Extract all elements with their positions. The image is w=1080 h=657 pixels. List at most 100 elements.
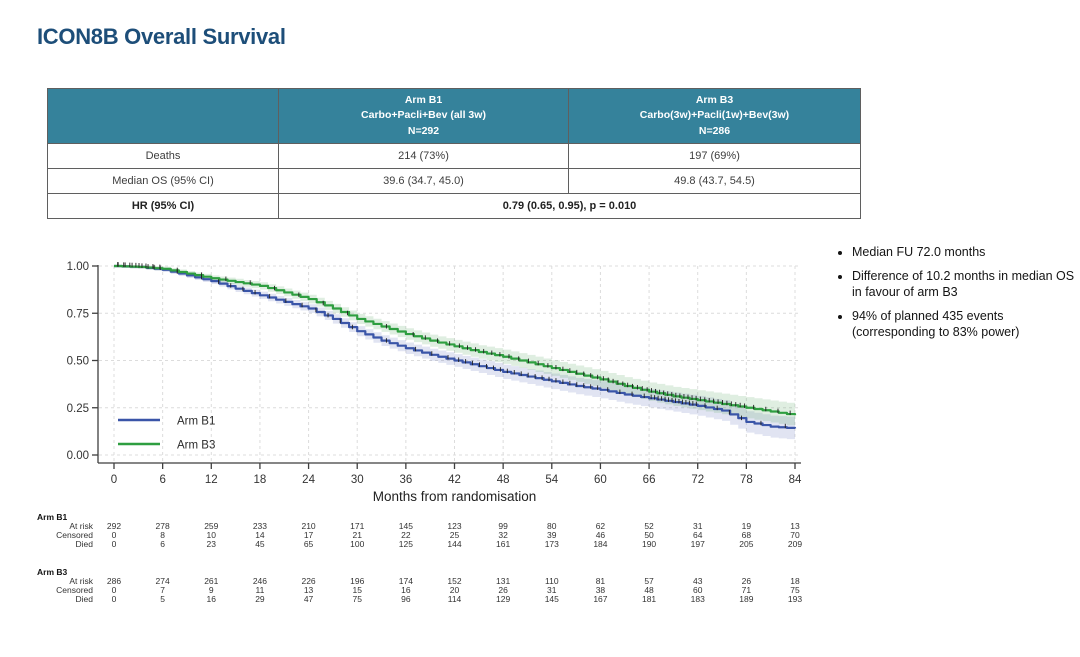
deaths-arm-b3: 197 (69%) [568, 143, 861, 169]
risk-value: 18 [790, 576, 800, 586]
table-row-hazard-ratio: HR (95% CI) 0.79 (0.65, 0.95), p = 0.010 [47, 193, 861, 219]
deaths-arm-b1: 214 (73%) [278, 143, 569, 169]
risk-group-name: Arm B1 [37, 512, 68, 522]
risk-value: 47 [304, 594, 314, 604]
risk-value: 189 [739, 594, 753, 604]
median-os-arm-b3: 49.8 (43.7, 54.5) [568, 168, 861, 194]
x-tick-label: 18 [254, 474, 267, 486]
risk-value: 161 [496, 539, 510, 549]
risk-value: 183 [691, 594, 705, 604]
risk-value: 13 [304, 585, 314, 595]
risk-value: 205 [739, 539, 753, 549]
row-label-deaths: Deaths [47, 143, 279, 169]
risk-value: 96 [401, 594, 411, 604]
x-tick-label: 6 [159, 474, 165, 486]
risk-value: 52 [644, 521, 654, 531]
risk-value: 14 [255, 530, 265, 540]
table-row-median-os: Median OS (95% CI) 39.6 (34.7, 45.0) 49.… [47, 168, 861, 194]
risk-value: 62 [596, 521, 606, 531]
risk-value: 10 [207, 530, 217, 540]
risk-value: 75 [790, 585, 800, 595]
risk-value: 226 [301, 576, 315, 586]
x-tick-label: 66 [643, 474, 656, 486]
key-points-list: Median FU 72.0 months Difference of 10.2… [836, 244, 1077, 348]
risk-value: 99 [498, 521, 508, 531]
risk-value: 259 [204, 521, 218, 531]
risk-value: 31 [547, 585, 557, 595]
km-curve-arm-b1 [114, 264, 797, 430]
y-tick-label: 1.00 [67, 261, 89, 273]
risk-value: 197 [691, 539, 705, 549]
risk-value: 114 [448, 594, 462, 604]
risk-value: 57 [644, 576, 654, 586]
x-tick-label: 12 [205, 474, 218, 486]
risk-value: 210 [301, 521, 315, 531]
risk-value: 45 [255, 539, 265, 549]
risk-value: 7 [160, 585, 165, 595]
summary-table: Arm B1 Carbo+Pacli+Bev (all 3w) N=292 Ar… [47, 88, 861, 219]
x-tick-label: 54 [545, 474, 558, 486]
risk-value: 9 [209, 585, 214, 595]
risk-value: 145 [399, 521, 413, 531]
risk-value: 278 [156, 521, 170, 531]
km-chart: 0.00 0.25 0.50 0.75 1.00 0 6 12 18 24 30 36 42 48 54 60… [67, 261, 802, 504]
risk-value: 80 [547, 521, 557, 531]
ci-band-arm-b1 [114, 265, 795, 440]
x-tick-label: 36 [399, 474, 412, 486]
risk-value: 16 [207, 594, 217, 604]
risk-value: 15 [352, 585, 362, 595]
hr-value: 0.79 (0.65, 0.95), p = 0.010 [278, 193, 861, 219]
risk-value: 274 [156, 576, 170, 586]
x-tick-label: 60 [594, 474, 607, 486]
risk-value: 125 [399, 539, 413, 549]
risk-row-label: Died [76, 594, 94, 604]
risk-value: 174 [399, 576, 413, 586]
risk-row-label: Died [76, 539, 94, 549]
legend-label-arm-b1: Arm B1 [177, 416, 215, 428]
risk-value: 50 [644, 530, 654, 540]
risk-value: 110 [545, 576, 559, 586]
row-label-median-os: Median OS (95% CI) [47, 168, 279, 194]
risk-value: 31 [693, 521, 703, 531]
x-tick-label: 42 [448, 474, 461, 486]
y-tick-label: 0.00 [67, 450, 89, 462]
median-os-arm-b1: 39.6 (34.7, 45.0) [278, 168, 569, 194]
summary-header-arm-b3: Arm B3 Carbo(3w)+Pacli(1w)+Bev(3w) N=286 [568, 88, 861, 144]
risk-value: 22 [401, 530, 411, 540]
risk-value: 26 [498, 585, 508, 595]
x-axis-title: Months from randomisation [373, 489, 537, 504]
risk-value: 19 [742, 521, 752, 531]
risk-row-label: At risk [69, 576, 93, 586]
x-tick-label: 72 [691, 474, 704, 486]
risk-value: 181 [642, 594, 656, 604]
risk-value: 144 [447, 539, 461, 549]
risk-value: 100 [350, 539, 364, 549]
risk-value: 190 [642, 539, 656, 549]
risk-row-label: Censored [56, 530, 93, 540]
risk-value: 184 [593, 539, 607, 549]
km-curve-arm-b3 [114, 264, 797, 416]
risk-value: 23 [207, 539, 217, 549]
risk-value: 11 [256, 585, 265, 595]
x-tick-label: 24 [302, 474, 315, 486]
risk-value: 38 [596, 585, 606, 595]
x-tick-label: 30 [351, 474, 364, 486]
risk-value: 193 [788, 594, 802, 604]
risk-value: 167 [593, 594, 607, 604]
risk-value: 292 [107, 521, 121, 531]
risk-value: 26 [742, 576, 752, 586]
x-tick-label: 0 [111, 474, 117, 486]
risk-value: 129 [496, 594, 510, 604]
risk-value: 60 [693, 585, 703, 595]
risk-value: 6 [160, 539, 165, 549]
risk-value: 71 [742, 585, 752, 595]
risk-value: 0 [112, 530, 117, 540]
legend-label-arm-b3: Arm B3 [177, 440, 215, 452]
risk-value: 0 [112, 585, 117, 595]
key-point-median-fu: Median FU 72.0 months [852, 244, 1077, 260]
risk-value: 246 [253, 576, 267, 586]
table-row-deaths: Deaths 214 (73%) 197 (69%) [47, 143, 861, 169]
risk-row-label: At risk [69, 521, 93, 531]
